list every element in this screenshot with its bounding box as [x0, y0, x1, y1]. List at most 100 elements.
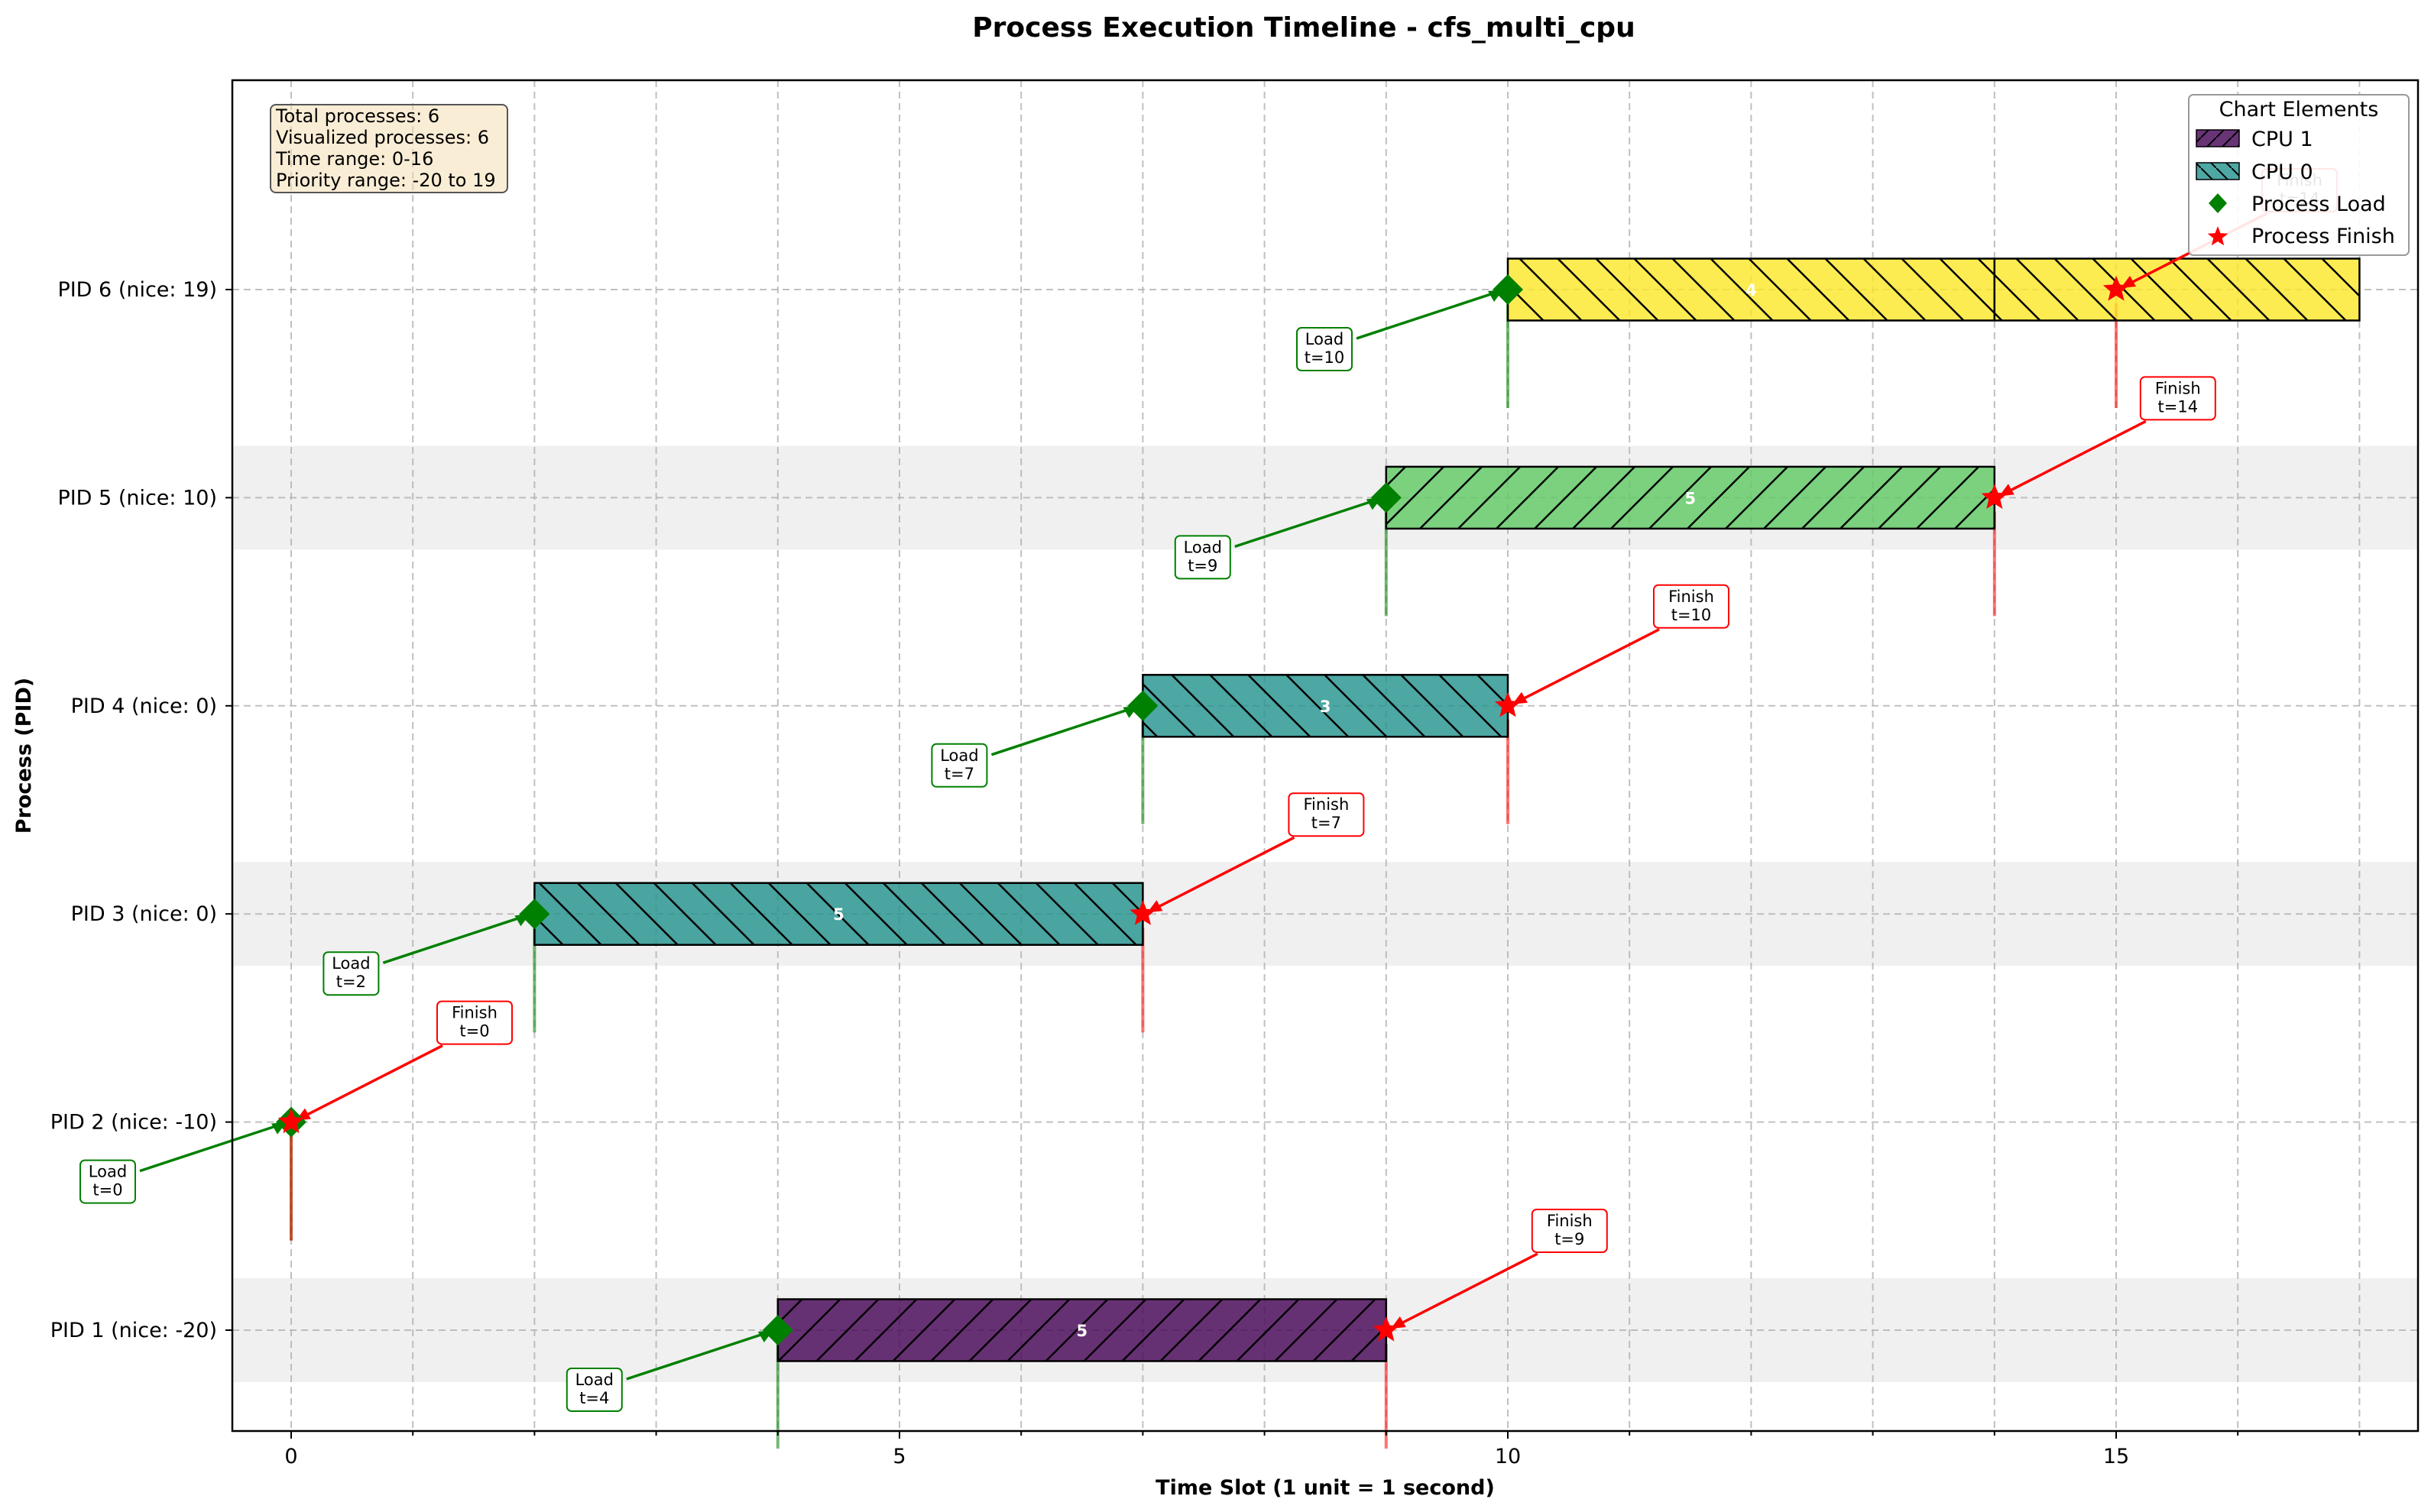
finish-annotation-pid-1-line-2: t=9	[1554, 1230, 1584, 1248]
load-annotation-pid-6-line-2: t=10	[1305, 348, 1345, 367]
chart-title: Process Execution Timeline - cfs_multi_c…	[972, 12, 1635, 44]
load-marker-pid-1	[762, 1315, 793, 1345]
load-arrow-pid-1	[626, 1330, 771, 1381]
y-tick-label-pid-1: PID 1 (nice: -20)	[50, 1319, 217, 1342]
legend-label-cpu0: CPU 0	[2251, 160, 2313, 184]
execution-bars: 5 5 3 5 4	[533, 257, 2361, 1362]
legend-label-process-finish: Process Finish	[2251, 225, 2395, 248]
load-annotation-pid-6-line-1: Load	[1305, 330, 1344, 348]
load-marker-pid-5	[1370, 482, 1402, 513]
finish-annotation-pid-2-line-1: Finish	[452, 1004, 498, 1022]
x-tick-label-10: 10	[1495, 1445, 1521, 1468]
legend-title: Chart Elements	[2219, 98, 2379, 121]
load-arrow-pid-3	[382, 914, 527, 964]
info-visualized-processes: Visualized processes: 6	[276, 127, 489, 148]
plot-frame	[231, 79, 2420, 1433]
finish-annotation-pid-1-line-1: Finish	[1547, 1212, 1593, 1230]
finish-marker-pid-3	[1130, 900, 1156, 925]
load-marker-pid-6	[1493, 274, 1523, 305]
load-annotation-pid-4-line-2: t=7	[945, 765, 974, 783]
finish-annotation-pid-3-line-1: Finish	[1304, 795, 1350, 814]
info-box: Total processes: 6 Visualized processes:…	[270, 104, 508, 193]
finish-annotation-pid-5-line-1: Finish	[2155, 379, 2201, 397]
load-arrow-pid-5	[1234, 497, 1379, 549]
info-time-range: Time range: 0-16	[275, 148, 433, 170]
bar-duration-label-pid-6: 4	[1745, 281, 1757, 299]
annotations: Loadt=4Finisht=9Loadt=0Finisht=0Loadt=2F…	[79, 168, 2338, 1412]
bar-pid-1-segment-1: 5	[776, 1298, 1388, 1362]
legend-finish-star-icon	[2207, 226, 2228, 246]
y-tick-label-pid-6: PID 6 (nice: 19)	[57, 278, 217, 302]
legend-item-process-load: Process Load	[2209, 193, 2386, 216]
bar-duration-label-pid-4: 3	[1320, 698, 1331, 716]
legend-item-cpu0: CPU 0	[2196, 160, 2313, 184]
finish-arrow-pid-3	[1149, 836, 1295, 912]
finish-annotation-pid-3-line-2: t=7	[1311, 814, 1341, 832]
x-tick-label-5: 5	[893, 1445, 906, 1468]
finish-marker-pid-2	[277, 1108, 305, 1134]
y-axis-ticks: PID 1 (nice: -20) PID 2 (nice: -10) PID 3 …	[50, 278, 232, 1342]
finish-arrow-pid-4	[1515, 628, 1660, 704]
bar-pid-4-segment-1: 3	[1142, 674, 1509, 738]
load-annotation-pid-1-line-1: Load	[575, 1371, 614, 1389]
load-annotation-pid-3-line-1: Load	[332, 954, 370, 973]
finish-annotation-pid-5-line-2: t=14	[2158, 397, 2199, 416]
finish-annotation-pid-4-line-2: t=10	[1671, 606, 1712, 624]
load-arrow-pid-2	[139, 1122, 284, 1173]
finish-annotation-pid-2-line-2: t=0	[459, 1022, 489, 1041]
bar-duration-label-pid-3: 5	[833, 905, 844, 924]
load-marker-pid-4	[1127, 690, 1159, 721]
load-marker-pid-3	[519, 898, 550, 930]
bar-pid-5-segment-1: 5	[1385, 465, 1996, 530]
load-annotation-pid-5-line-1: Load	[1184, 538, 1222, 556]
y-tick-label-pid-5: PID 5 (nice: 10)	[57, 486, 217, 510]
finish-marker-pid-6	[2102, 276, 2130, 301]
load-arrow-pid-4	[990, 706, 1136, 756]
legend-load-diamond-icon	[2209, 193, 2227, 213]
y-axis-label: Process (PID)	[12, 678, 36, 834]
legend-item-process-finish: Process Finish	[2207, 225, 2395, 248]
legend-item-cpu1: CPU 1	[2196, 128, 2313, 151]
finish-marker-pid-4	[1494, 691, 1522, 717]
legend-label-process-load: Process Load	[2251, 193, 2386, 216]
legend-label-cpu1: CPU 1	[2251, 128, 2313, 151]
load-annotation-pid-5-line-2: t=9	[1188, 556, 1217, 575]
bar-pid-6-segment-1: 4	[1506, 257, 1996, 322]
finish-marker-pid-1	[1373, 1316, 1399, 1342]
bar-pid-6-segment-2	[1993, 257, 2361, 322]
load-annotation-pid-3-line-2: t=2	[336, 973, 366, 991]
y-tick-label-pid-2: PID 2 (nice: -10)	[50, 1111, 217, 1135]
load-annotation-pid-2-line-1: Load	[89, 1163, 127, 1181]
x-tick-label-15: 15	[2103, 1445, 2129, 1468]
x-axis-ticks: 0 5 10 15	[284, 1431, 2361, 1468]
x-axis-label: Time Slot (1 unit = 1 second)	[1156, 1476, 1495, 1500]
finish-marker-pid-5	[1981, 484, 2008, 509]
legend: Chart Elements CPU 1 CPU 0 Process Load …	[2188, 94, 2410, 256]
info-priority-range: Priority range: -20 to 19	[276, 170, 496, 191]
load-annotation-pid-1-line-2: t=4	[579, 1389, 609, 1407]
info-total-processes: Total processes: 6	[275, 105, 439, 127]
bar-duration-label-pid-5: 5	[1684, 489, 1696, 507]
y-tick-label-pid-3: PID 3 (nice: 0)	[71, 902, 217, 926]
bar-pid-3-segment-1: 5	[533, 882, 1144, 946]
load-annotation-pid-4-line-1: Load	[940, 746, 978, 765]
finish-arrow-pid-1	[1393, 1252, 1538, 1329]
load-arrow-pid-6	[1356, 290, 1501, 340]
finish-annotation-pid-4-line-1: Finish	[1668, 588, 1714, 606]
finish-arrow-pid-5	[2002, 419, 2147, 496]
load-annotation-pid-2-line-2: t=0	[92, 1181, 122, 1200]
event-markers	[276, 274, 2130, 1345]
finish-arrow-pid-2	[298, 1044, 443, 1121]
